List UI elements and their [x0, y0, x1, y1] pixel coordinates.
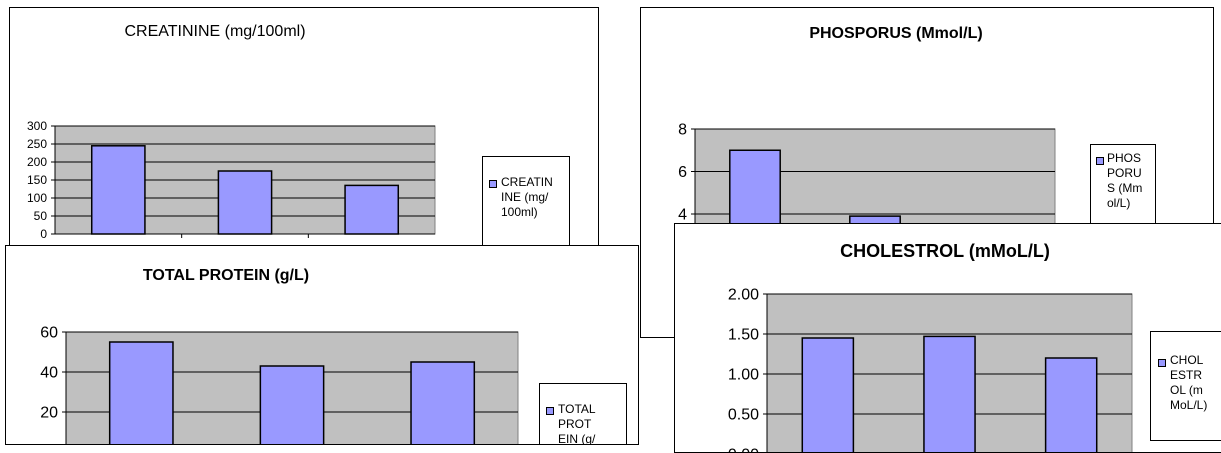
y-tick-label: 250 [27, 137, 47, 151]
chart-title: CREATININE (mg/100ml) [124, 23, 305, 40]
bar [411, 362, 474, 445]
y-tick-label: 150 [27, 173, 47, 187]
y-tick-label: 0.50 [728, 407, 759, 424]
legend-swatch [546, 407, 554, 415]
bar [110, 342, 173, 445]
bar [924, 336, 975, 453]
y-tick-label: 60 [40, 325, 58, 342]
legend-label-creatinine: CREATININE (mg/100ml) [501, 175, 553, 220]
legend-label-phosphorus: PHOSPORUS (Mmol/L) [1107, 151, 1147, 211]
bar [260, 366, 323, 445]
y-tick-label: 4 [678, 207, 687, 224]
y-tick-label: 0 [40, 227, 47, 241]
y-tick-label: 200 [27, 155, 47, 169]
legend-creatinine: CREATININE (mg/100ml) [482, 156, 570, 251]
chart-cholesterol-svg: CHOLESTROL (mMoL/L) 0.00 0.50 1.00 1.50 2.00 [675, 224, 1221, 453]
legend-swatch [1096, 157, 1104, 165]
legend-swatch [489, 180, 497, 188]
y-tick-label: 1.50 [728, 327, 759, 344]
y-tick-label: 8 [678, 122, 687, 139]
y-tick-label: 40 [40, 365, 58, 382]
bar [802, 338, 853, 453]
chart-title: PHOSPORUS (Mmol/L) [809, 25, 982, 42]
bar [92, 146, 145, 234]
chart-title: CHOLESTROL (mMoL/L) [840, 241, 1050, 261]
y-tick-label: 100 [27, 191, 47, 205]
y-tick-label: 50 [34, 209, 48, 223]
y-tick-label: 2.00 [728, 287, 759, 304]
bar [345, 185, 398, 234]
bar [1046, 358, 1097, 453]
y-tick-label: 0.00 [728, 447, 759, 453]
y-tick-label: 1.00 [728, 367, 759, 384]
bar [218, 171, 271, 234]
y-tick-label: 6 [678, 164, 687, 181]
legend-label-cholesterol: CHOLESTROL (mMoL/L) [1170, 353, 1208, 413]
y-tick-label: 300 [27, 119, 47, 133]
legend-cholesterol: CHOLESTROL (mMoL/L) [1150, 331, 1221, 441]
chart-title: TOTAL PROTEIN (g/L) [143, 267, 309, 284]
legend-label-total-protein: TOTAL PROTEIN (g/L) [558, 402, 598, 445]
y-tick-label: 20 [40, 405, 58, 422]
chart-total-protein: TOTAL PROTEIN (g/L)0204060 TOTAL PROTEIN… [5, 245, 639, 445]
chart-cholesterol: CHOLESTROL (mMoL/L)0.000.501.001.502.00 … [674, 223, 1221, 453]
legend-swatch [1158, 359, 1166, 367]
legend-total-protein: TOTAL PROTEIN (g/L) [539, 383, 627, 445]
